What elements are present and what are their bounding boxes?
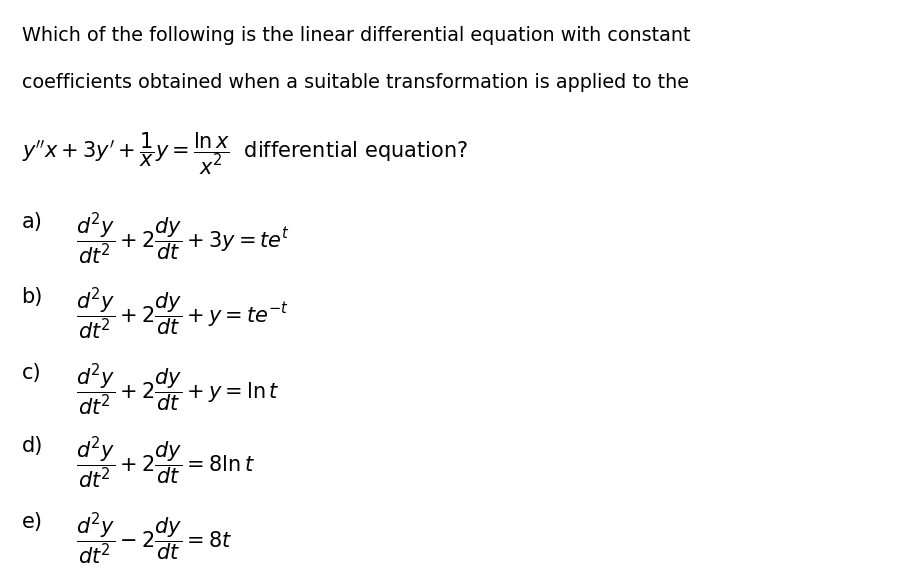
Text: c): c) bbox=[22, 362, 41, 382]
Text: $\dfrac{d^2y}{dt^2} + 2\dfrac{dy}{dt} = 8\ln t$: $\dfrac{d^2y}{dt^2} + 2\dfrac{dy}{dt} = … bbox=[76, 436, 255, 491]
Text: d): d) bbox=[22, 436, 43, 456]
Text: $\dfrac{d^2y}{dt^2} + 2\dfrac{dy}{dt} + y = \ln t$: $\dfrac{d^2y}{dt^2} + 2\dfrac{dy}{dt} + … bbox=[76, 362, 280, 418]
Text: $\dfrac{d^2y}{dt^2} - 2\dfrac{dy}{dt} = 8t$: $\dfrac{d^2y}{dt^2} - 2\dfrac{dy}{dt} = … bbox=[76, 512, 233, 567]
Text: e): e) bbox=[22, 512, 42, 531]
Text: a): a) bbox=[22, 212, 42, 231]
Text: $\dfrac{d^2y}{dt^2} + 2\dfrac{dy}{dt} + y = te^{-t}$: $\dfrac{d^2y}{dt^2} + 2\dfrac{dy}{dt} + … bbox=[76, 287, 289, 342]
Text: coefficients obtained when a suitable transformation is applied to the: coefficients obtained when a suitable tr… bbox=[22, 72, 689, 92]
Text: b): b) bbox=[22, 287, 43, 307]
Text: $\dfrac{d^2y}{dt^2} + 2\dfrac{dy}{dt} + 3y = te^t$: $\dfrac{d^2y}{dt^2} + 2\dfrac{dy}{dt} + … bbox=[76, 212, 290, 267]
Text: Which of the following is the linear differential equation with constant: Which of the following is the linear dif… bbox=[22, 26, 690, 45]
Text: $y''x + 3y' + \dfrac{1}{x}y = \dfrac{\mathrm{ln}\,x}{x^2}$  differential equatio: $y''x + 3y' + \dfrac{1}{x}y = \dfrac{\ma… bbox=[22, 130, 468, 177]
